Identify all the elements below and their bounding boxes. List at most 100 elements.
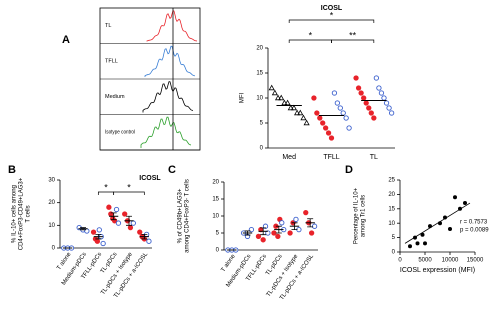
histogram-curve — [144, 45, 196, 77]
y-tick-label: 15 — [212, 197, 219, 203]
data-point — [130, 220, 136, 226]
error-bar — [244, 230, 251, 236]
y-tick-label: 20 — [48, 200, 55, 206]
y-tick-label: 10 — [48, 223, 55, 229]
data-point — [381, 95, 387, 101]
y-axis-label: among Tr1 cells — [361, 195, 367, 237]
error-bar — [126, 215, 132, 226]
data-point — [438, 221, 442, 226]
data-point — [328, 135, 335, 141]
data-point — [115, 220, 122, 226]
panel-letter: C — [168, 164, 176, 176]
data-point — [113, 206, 120, 213]
significance-label: * — [309, 30, 313, 40]
error-bar — [275, 225, 282, 234]
data-point — [287, 104, 294, 111]
data-point — [448, 226, 452, 231]
y-tick-label: 20 — [212, 180, 219, 186]
y-tick-label: 30 — [48, 178, 55, 184]
panel-letter: D — [345, 164, 353, 176]
data-point — [303, 209, 309, 216]
series-label: TL — [105, 23, 111, 29]
data-point — [355, 85, 362, 91]
data-point — [262, 223, 269, 229]
y-tick-label: 25 — [388, 178, 395, 184]
data-point — [127, 224, 134, 231]
data-point — [458, 206, 462, 211]
x-tick-label: 5000 — [418, 258, 432, 264]
data-point — [320, 120, 326, 126]
data-point — [331, 90, 338, 96]
data-point — [423, 241, 427, 246]
error-bar — [141, 234, 148, 240]
y-axis-label: CD4+FoxP3-CD49+LAG3+ — [19, 177, 25, 250]
stat-annotation: r = 0.7573 — [460, 220, 488, 226]
data-point — [311, 223, 318, 229]
data-point — [334, 100, 341, 106]
data-point — [279, 220, 285, 226]
significance-label: * — [330, 10, 334, 20]
data-point — [281, 99, 288, 106]
y-tick-label: 10 — [388, 221, 395, 227]
data-point — [340, 110, 346, 116]
y-axis-label: Percentage of IL-10+ — [354, 187, 360, 244]
y-tick-label: 15 — [388, 206, 395, 212]
data-point — [146, 238, 152, 244]
y-axis-label: T cells — [26, 205, 32, 222]
data-point — [353, 75, 359, 81]
data-point — [317, 115, 323, 121]
x-tick-label: 10000 — [442, 258, 459, 264]
data-point — [94, 238, 101, 244]
data-point — [287, 230, 293, 236]
x-tick-label: TL — [370, 154, 378, 161]
data-point — [371, 115, 377, 121]
data-point — [373, 75, 380, 81]
chart-title: ICOSL — [321, 5, 343, 12]
significance-label: ** — [349, 30, 357, 40]
significance-bracket — [113, 191, 145, 195]
data-point — [453, 195, 457, 200]
data-point — [268, 84, 275, 91]
data-point — [271, 89, 278, 96]
y-axis-label: % of CD49b+LAG3+ — [178, 188, 184, 243]
y-tick-label: 5 — [216, 231, 220, 237]
y-tick-label: 20 — [388, 192, 395, 198]
data-point — [300, 114, 307, 121]
data-point — [376, 85, 382, 91]
error-bar — [80, 227, 86, 231]
data-point — [386, 105, 392, 111]
data-point — [284, 99, 291, 106]
y-tick-label: 5 — [260, 121, 264, 127]
data-point — [274, 94, 282, 101]
data-point — [278, 94, 285, 101]
data-point — [137, 229, 143, 235]
y-tick-label: 0 — [52, 246, 56, 252]
y-axis-label: % IL-10+ cells among — [12, 185, 18, 243]
data-point — [463, 201, 467, 206]
data-point — [100, 240, 106, 247]
y-tick-label: 15 — [256, 71, 263, 77]
y-axis-label: MFI — [240, 93, 246, 104]
error-bar — [260, 227, 267, 236]
data-point — [415, 241, 420, 246]
data-point — [343, 115, 349, 121]
data-point — [346, 125, 352, 131]
data-point — [260, 237, 266, 243]
series-label: Isotype control — [105, 130, 135, 136]
significance-label: * — [104, 182, 108, 192]
y-tick-label: 0 — [216, 248, 220, 254]
data-point — [290, 104, 298, 111]
y-tick-label: 10 — [256, 96, 263, 102]
data-point — [122, 211, 128, 217]
data-point — [297, 109, 304, 116]
data-point — [90, 229, 97, 235]
y-tick-label: 0 — [392, 250, 396, 256]
data-point — [388, 110, 395, 116]
x-tick-label: Med — [282, 154, 296, 161]
data-point — [322, 125, 329, 131]
data-point — [303, 119, 310, 126]
data-point — [337, 105, 343, 111]
histogram-curve — [142, 81, 194, 113]
data-point — [428, 224, 432, 229]
x-axis-label: ICOSL — [139, 175, 161, 182]
